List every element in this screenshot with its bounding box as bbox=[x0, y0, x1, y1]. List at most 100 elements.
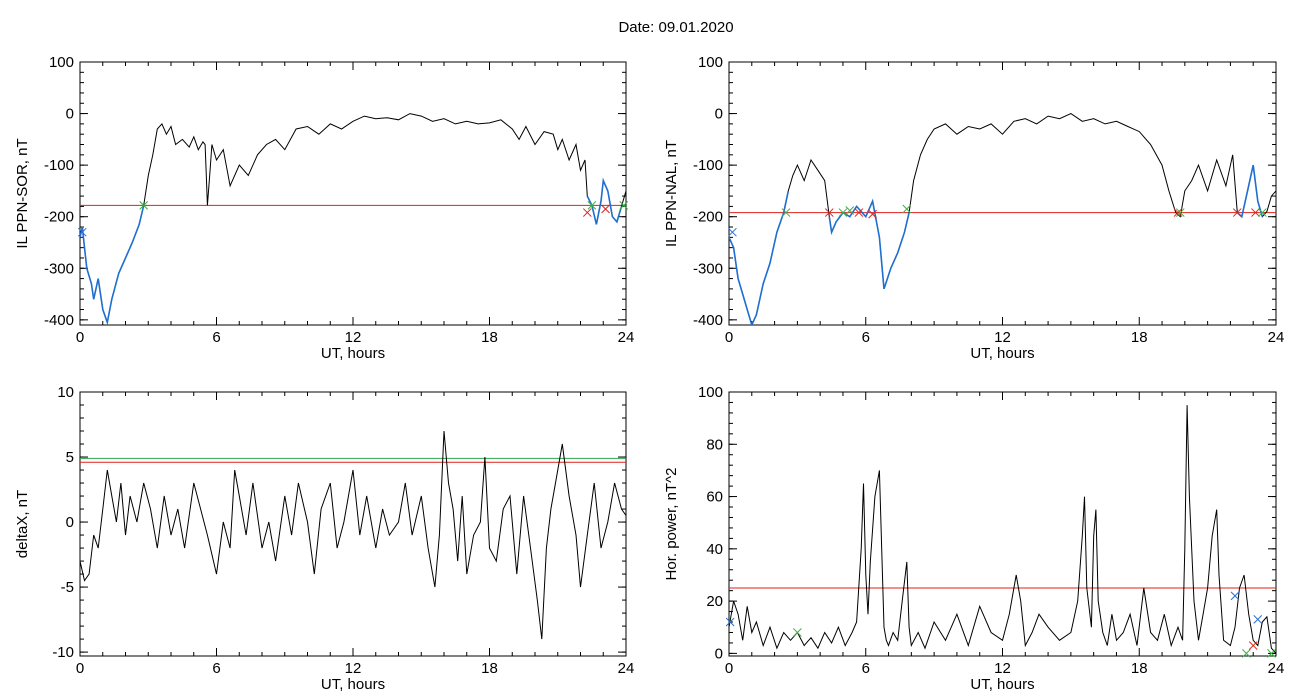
x-tick-label: 6 bbox=[862, 660, 870, 677]
series-line bbox=[80, 430, 626, 640]
series-highlight-segment bbox=[586, 177, 623, 225]
y-tick-label: 80 bbox=[706, 436, 723, 453]
data-marker bbox=[587, 201, 597, 210]
data-marker-stroke bbox=[1257, 208, 1267, 217]
data-marker-stroke bbox=[845, 206, 855, 215]
y-axis-label: Hor. power, nT^2 bbox=[663, 468, 680, 581]
data-marker bbox=[1230, 591, 1240, 601]
data-marker-stroke bbox=[793, 628, 802, 637]
data-marker bbox=[1232, 208, 1242, 217]
x-tick-label: 12 bbox=[345, 329, 362, 346]
y-axis-label: IL PPN-SOR, nT bbox=[14, 138, 31, 248]
plot-frame bbox=[728, 61, 1277, 326]
data-marker bbox=[845, 206, 855, 215]
data-marker bbox=[1173, 208, 1183, 217]
x-tick-label: 12 bbox=[994, 660, 1011, 677]
data-marker-stroke bbox=[838, 208, 848, 217]
chart-panel-il-ppn-sor: 0 6 12 18 24 100 0 -100 -200 -300 -400 UT, hours IL … bbox=[14, 54, 634, 362]
data-marker-stroke bbox=[601, 204, 610, 214]
chart-panel-hor-power: 0 6 12 18 24 100 80 60 40 20 0 UT, hours Hor. power,… bbox=[663, 384, 1284, 693]
data-marker bbox=[139, 201, 149, 210]
data-marker-stroke bbox=[1253, 615, 1263, 624]
y-tick-label: -300 bbox=[44, 260, 74, 277]
data-marker bbox=[793, 628, 802, 637]
x-tick-label: 18 bbox=[481, 660, 498, 677]
x-axis-label: UT, hours bbox=[970, 676, 1034, 693]
series-line bbox=[80, 113, 626, 325]
data-marker-stroke bbox=[781, 208, 791, 217]
x-tick-label: 24 bbox=[1268, 660, 1285, 677]
data-marker-stroke bbox=[139, 201, 149, 210]
data-marker bbox=[1242, 649, 1251, 658]
y-tick-label: 5 bbox=[66, 449, 74, 466]
x-tick-label: 24 bbox=[618, 329, 635, 346]
series-highlight-segment bbox=[828, 198, 910, 290]
data-marker-stroke bbox=[77, 227, 87, 237]
x-axis-label: UT, hours bbox=[321, 345, 385, 362]
data-marker bbox=[838, 208, 848, 217]
y-tick-label: 0 bbox=[66, 514, 74, 531]
data-marker bbox=[854, 208, 864, 217]
x-tick-label: 18 bbox=[1131, 660, 1148, 677]
x-tick-label: 12 bbox=[345, 660, 362, 677]
y-tick-label: -100 bbox=[693, 157, 723, 174]
data-marker-stroke bbox=[1267, 649, 1276, 658]
data-marker bbox=[902, 204, 912, 214]
data-marker-stroke bbox=[902, 204, 912, 214]
series-line bbox=[729, 405, 1276, 654]
data-marker bbox=[1175, 208, 1185, 217]
data-marker-stroke bbox=[1173, 208, 1183, 217]
y-tick-label: -200 bbox=[44, 209, 74, 226]
chart-panel-il-ppn-nal: 0 6 12 18 24 100 0 -100 -200 -300 -400 UT, hours IL … bbox=[663, 54, 1284, 362]
x-tick-label: 0 bbox=[725, 329, 733, 346]
data-marker-stroke bbox=[1175, 208, 1185, 217]
y-tick-label: 20 bbox=[706, 593, 723, 610]
x-tick-label: 0 bbox=[725, 660, 733, 677]
plot-frame bbox=[79, 61, 627, 326]
x-tick-label: 18 bbox=[1131, 329, 1148, 346]
data-marker bbox=[1267, 649, 1276, 658]
y-tick-label: 0 bbox=[715, 106, 723, 123]
figure-date-label: Date: 09.01.2020 bbox=[618, 19, 734, 36]
data-marker bbox=[77, 227, 87, 237]
data-marker bbox=[1248, 641, 1258, 650]
data-marker bbox=[582, 208, 592, 217]
x-tick-label: 6 bbox=[862, 329, 870, 346]
y-tick-label: -400 bbox=[44, 312, 74, 329]
data-marker-stroke bbox=[1232, 208, 1242, 217]
y-tick-label: -100 bbox=[44, 157, 74, 174]
x-tick-label: 0 bbox=[76, 329, 84, 346]
y-tick-label: 100 bbox=[698, 384, 723, 401]
x-axis-label: UT, hours bbox=[321, 676, 385, 693]
y-tick-label: 10 bbox=[57, 384, 74, 401]
y-tick-label: 100 bbox=[49, 54, 74, 71]
y-axis-label: IL PPN-NAL, nT bbox=[663, 140, 680, 247]
x-tick-label: 24 bbox=[618, 660, 635, 677]
data-marker-stroke bbox=[868, 209, 877, 219]
x-tick-label: 6 bbox=[212, 660, 220, 677]
series-line bbox=[729, 113, 1276, 325]
data-marker bbox=[1253, 615, 1263, 624]
y-axis-label: deltaX, nT bbox=[14, 490, 31, 558]
x-tick-label: 24 bbox=[1268, 329, 1285, 346]
data-marker-stroke bbox=[619, 201, 629, 210]
y-tick-label: -5 bbox=[61, 579, 74, 596]
data-marker-stroke bbox=[1248, 641, 1258, 650]
data-marker bbox=[1251, 208, 1260, 217]
y-tick-label: 60 bbox=[706, 489, 723, 506]
x-tick-label: 18 bbox=[481, 329, 498, 346]
data-marker-stroke bbox=[728, 227, 737, 237]
series-highlight-segment bbox=[80, 205, 145, 325]
data-marker-stroke bbox=[1230, 591, 1240, 601]
data-marker bbox=[728, 227, 737, 237]
chart-panel-deltax: 0 6 12 18 24 10 5 0 -5 -10 UT, hours deltaX, nT bbox=[14, 384, 634, 693]
data-marker-stroke bbox=[1242, 649, 1251, 658]
data-marker bbox=[1257, 208, 1267, 217]
data-marker bbox=[781, 208, 791, 217]
data-marker bbox=[725, 617, 735, 627]
x-axis-label: UT, hours bbox=[970, 345, 1034, 362]
data-marker bbox=[619, 201, 629, 210]
series-highlight-segment bbox=[729, 190, 790, 325]
y-tick-label: 0 bbox=[715, 645, 723, 662]
data-marker-stroke bbox=[824, 208, 834, 217]
